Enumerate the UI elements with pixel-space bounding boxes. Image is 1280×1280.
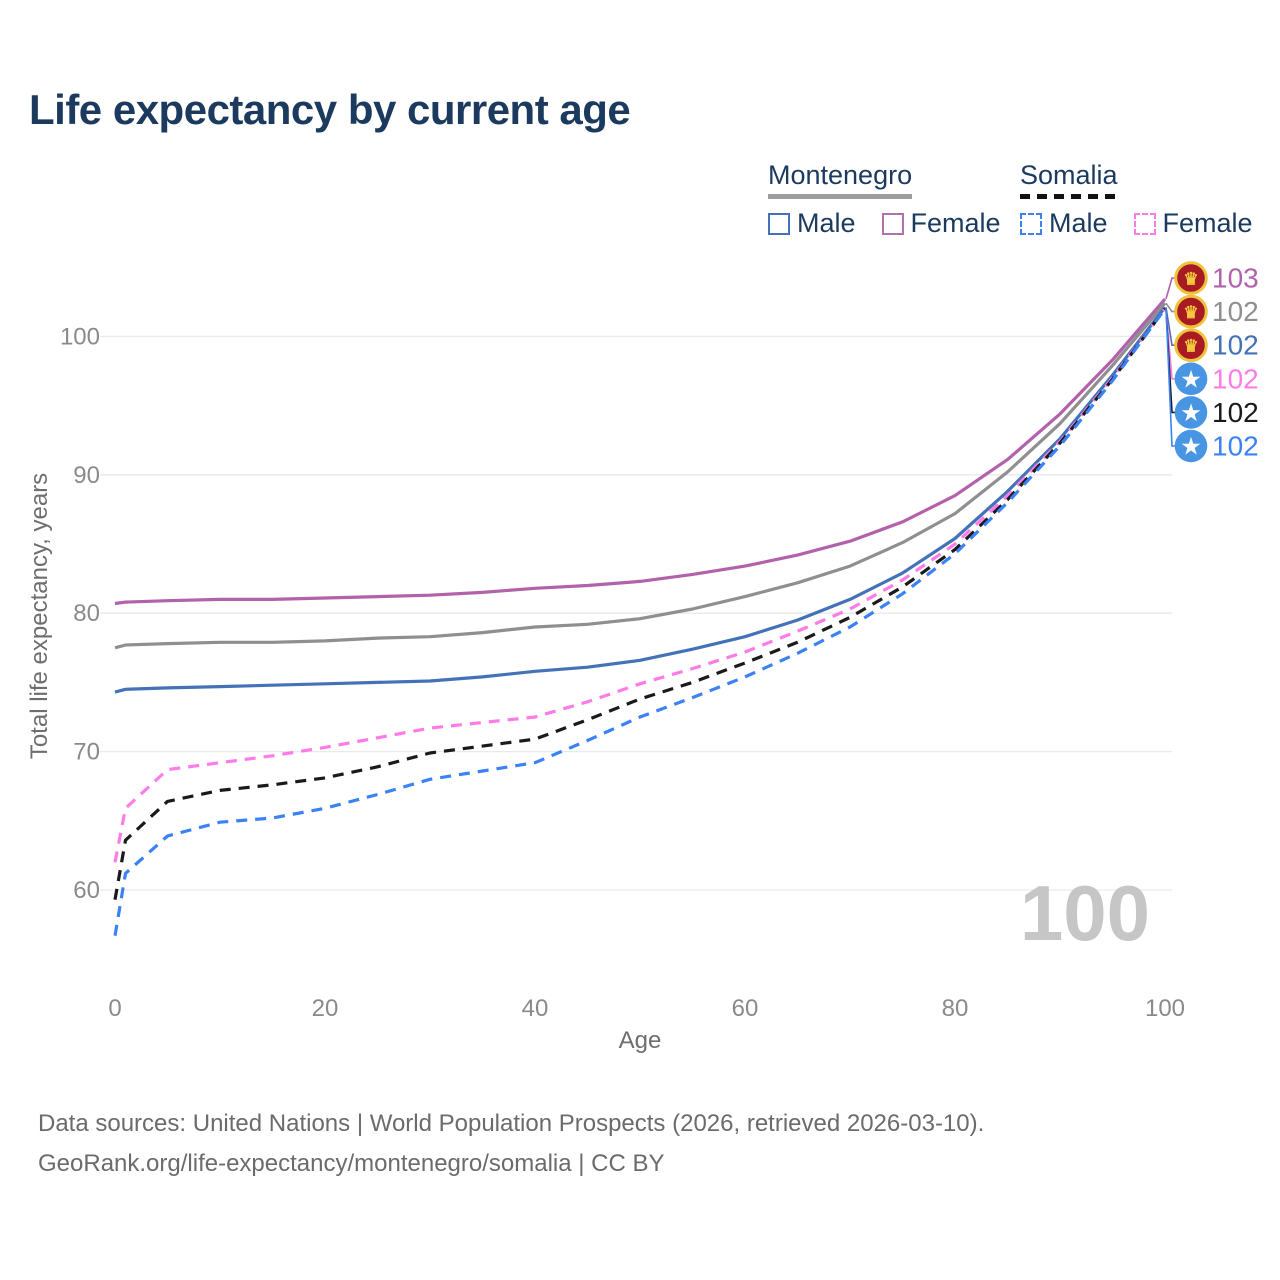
y-axis-title: Total life expectancy, years xyxy=(26,473,53,759)
end-value-label-somalia-female: 102 xyxy=(1212,363,1259,394)
legend-item-montenegro-male[interactable]: Male xyxy=(768,208,856,239)
somalia-dashed-line-sample xyxy=(1020,194,1118,199)
somalia-flag-icon-glyph: ★ xyxy=(1182,368,1201,391)
x-tick-label: 20 xyxy=(312,995,339,1022)
age-counter-watermark: 100 xyxy=(1020,869,1150,957)
montenegro-flag-icon-glyph: ♛ xyxy=(1183,270,1198,289)
end-value-label-somalia-all: 102 xyxy=(1212,397,1259,428)
end-value-label-montenegro-male: 102 xyxy=(1212,330,1259,361)
y-tick-label: 90 xyxy=(73,462,100,489)
legend-country-somalia: Somalia xyxy=(1020,160,1118,190)
end-value-label-montenegro-all: 102 xyxy=(1212,296,1259,327)
montenegro-flag-icon xyxy=(1174,261,1208,295)
legend-label-somalia-female: Female xyxy=(1162,208,1253,238)
somalia-flag-icon-glyph: ★ xyxy=(1182,436,1201,459)
x-axis-title: Age xyxy=(619,1027,662,1054)
legend-group-montenegro: Montenegro Male Female xyxy=(768,160,1001,239)
somalia-flag-icon xyxy=(1174,362,1208,396)
footer-data-sources: Data sources: United Nations | World Pop… xyxy=(38,1110,985,1137)
montenegro-male-swatch xyxy=(768,212,790,235)
series-line-montenegro-all[interactable] xyxy=(114,302,1167,650)
y-tick-label: 70 xyxy=(73,739,100,766)
page-title: Life expectancy by current age xyxy=(29,86,631,133)
y-tick-label: 80 xyxy=(73,600,100,627)
legend-label-montenegro-male: Male xyxy=(797,208,856,238)
legend-group-somalia: Somalia Male Female xyxy=(1020,160,1253,239)
montenegro-flag-icon-glyph: ♛ xyxy=(1183,303,1198,322)
legend-country-montenegro: Montenegro xyxy=(768,160,913,190)
y-tick-label: 100 xyxy=(60,323,100,350)
end-value-label-somalia-male: 102 xyxy=(1212,431,1259,462)
montenegro-flag-icon xyxy=(1174,294,1208,329)
legend-label-montenegro-female: Female xyxy=(910,208,1001,238)
series-line-somalia-all[interactable] xyxy=(113,307,1167,900)
series-line-somalia-male[interactable] xyxy=(113,307,1167,936)
legend-item-montenegro-female[interactable]: Female xyxy=(881,208,1001,239)
montenegro-solid-line-sample xyxy=(768,194,913,199)
series-line-somalia-female[interactable] xyxy=(113,307,1167,863)
footer: Data sources: United Nations | World Pop… xyxy=(38,1104,984,1184)
y-tick-label: 60 xyxy=(73,877,100,904)
series-line-montenegro-male[interactable] xyxy=(114,306,1167,694)
somalia-male-swatch xyxy=(1020,212,1042,235)
montenegro-flag-icon xyxy=(1174,328,1208,363)
legend-item-somalia-female[interactable]: Female xyxy=(1133,208,1253,239)
legend-item-somalia-male[interactable]: Male xyxy=(1020,208,1108,239)
somalia-flag-icon xyxy=(1174,396,1208,429)
montenegro-female-swatch xyxy=(881,212,904,235)
end-label-leader xyxy=(1165,308,1176,447)
footer-attribution: GeoRank.org/life-expectancy/montenegro/s… xyxy=(38,1150,665,1177)
end-value-label-montenegro-female: 103 xyxy=(1212,263,1259,294)
montenegro-flag-icon-glyph: ♛ xyxy=(1183,337,1198,356)
x-tick-label: 80 xyxy=(942,995,969,1022)
somalia-flag-icon-glyph: ★ xyxy=(1182,402,1201,425)
somalia-flag-icon xyxy=(1174,429,1208,463)
x-tick-label: 0 xyxy=(108,995,121,1022)
x-tick-label: 40 xyxy=(522,995,549,1022)
x-tick-label: 60 xyxy=(732,995,759,1022)
somalia-female-swatch xyxy=(1133,212,1156,235)
legend-label-somalia-male: Male xyxy=(1049,208,1108,238)
x-tick-label: 100 xyxy=(1145,995,1185,1022)
series-line-montenegro-female[interactable] xyxy=(114,297,1167,606)
